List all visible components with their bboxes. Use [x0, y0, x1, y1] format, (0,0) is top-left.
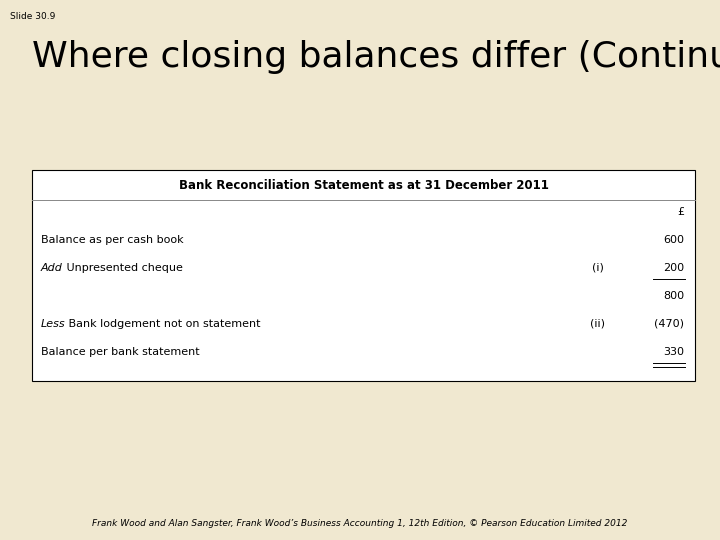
Text: (470): (470) — [654, 319, 684, 329]
FancyBboxPatch shape — [32, 170, 695, 381]
Text: (i): (i) — [592, 263, 603, 273]
Text: Add: Add — [41, 263, 63, 273]
Text: Frank Wood and Alan Sangster, Frank Wood’s Business Accounting 1, 12th Edition, : Frank Wood and Alan Sangster, Frank Wood… — [92, 519, 628, 528]
Text: Bank Reconciliation Statement as at 31 December 2011: Bank Reconciliation Statement as at 31 D… — [179, 179, 549, 192]
Text: 200: 200 — [663, 263, 684, 273]
Text: 800: 800 — [663, 291, 684, 301]
Text: (ii): (ii) — [590, 319, 605, 329]
Text: Where closing balances differ (Continued): Where closing balances differ (Continued… — [32, 40, 720, 75]
Text: Balance per bank statement: Balance per bank statement — [41, 347, 199, 357]
Text: 600: 600 — [663, 235, 684, 245]
Text: Balance as per cash book: Balance as per cash book — [41, 235, 184, 245]
Text: Less: Less — [41, 319, 66, 329]
Text: £: £ — [677, 207, 684, 217]
Text: Unpresented cheque: Unpresented cheque — [63, 263, 182, 273]
Text: Slide 30.9: Slide 30.9 — [10, 12, 55, 21]
Text: Bank lodgement not on statement: Bank lodgement not on statement — [65, 319, 261, 329]
Text: 330: 330 — [663, 347, 684, 357]
